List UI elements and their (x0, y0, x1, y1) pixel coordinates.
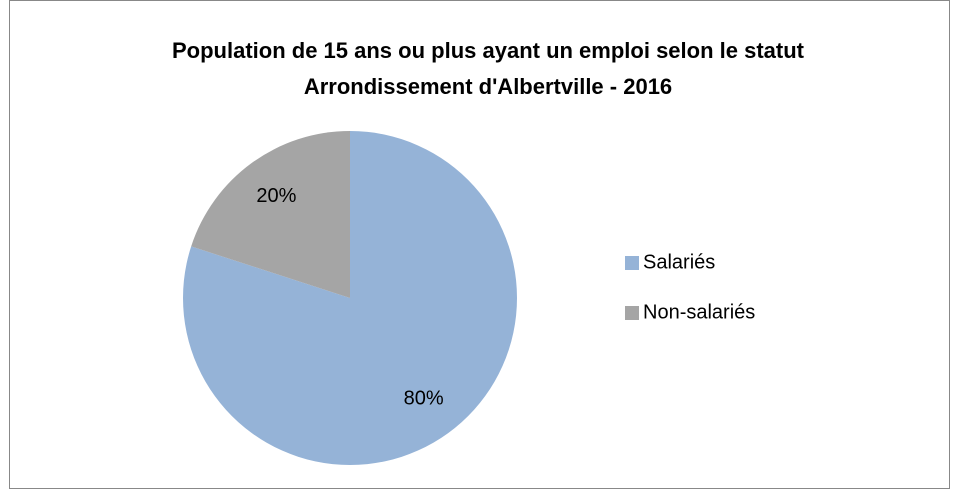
legend-swatch (625, 256, 639, 270)
legend-label: Non-salariés (643, 301, 755, 323)
chart-title: Population de 15 ans ou plus ayant un em… (172, 38, 805, 63)
legend-label: Salariés (643, 251, 715, 273)
data-label: 20% (256, 185, 296, 207)
data-label: 80% (404, 388, 444, 410)
chart-title: Arrondissement d'Albertville - 2016 (304, 74, 672, 99)
pie-slice (191, 131, 350, 298)
legend-swatch (625, 306, 639, 320)
